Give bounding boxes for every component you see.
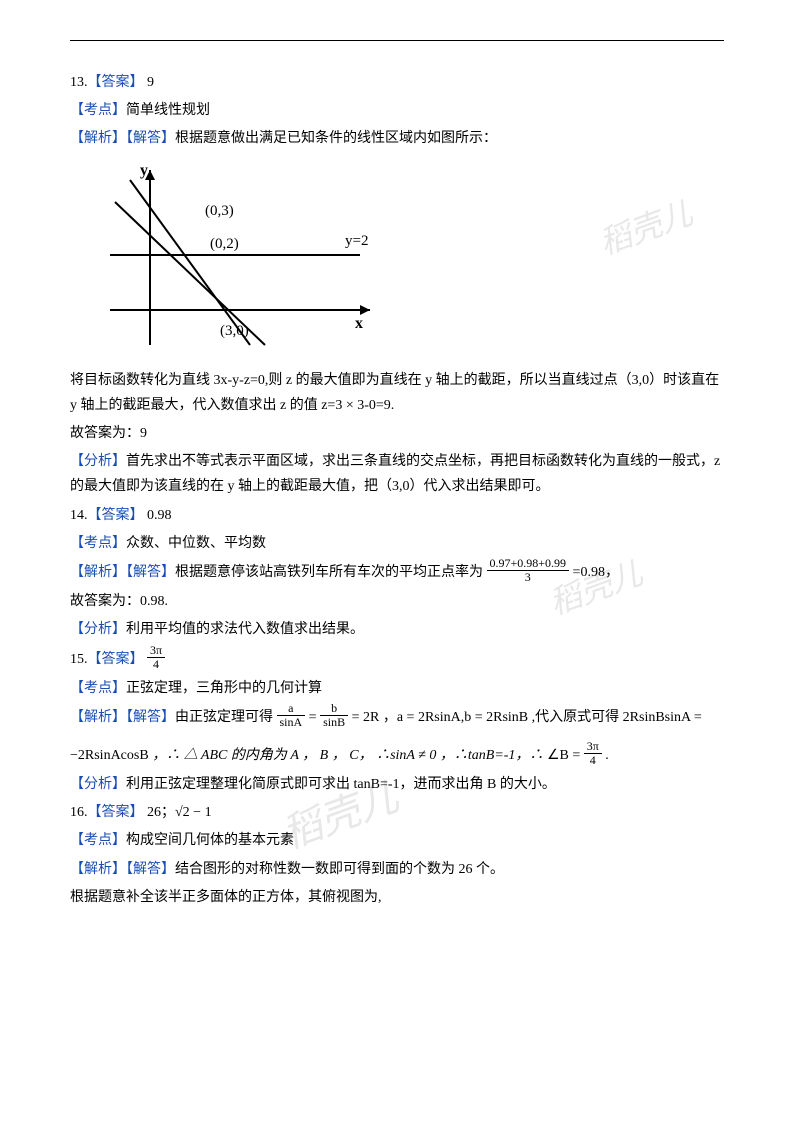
solve-label: 【解答】 <box>126 565 175 580</box>
question-number: 16. <box>70 805 88 820</box>
text: 由正弦定理可得 <box>175 710 277 725</box>
point-label: 【考点】 <box>70 103 126 118</box>
question-number: 13. <box>70 75 88 90</box>
avg-fraction: 0.97+0.98+0.993 <box>487 557 570 584</box>
point-label-02: (0,2) <box>210 236 239 252</box>
q15-point-line: 【考点】正弦定理，三角形中的几何计算 <box>70 676 724 701</box>
solve-label: 【解答】 <box>126 862 175 877</box>
q16-point-line: 【考点】构成空间几何体的基本元素 <box>70 828 724 853</box>
q15-analysis2: 【分析】利用正弦定理整理化简原式即可求出 tanB=-1，进而求出角 B 的大小… <box>70 772 724 797</box>
answer-label: 【答案】 <box>88 508 144 523</box>
frac-b-sinb: bsinB <box>320 702 348 729</box>
q16-para2: 根据题意补全该半正多面体的正方体，其俯视图为, <box>70 885 724 910</box>
answer-value: 9 <box>144 75 155 90</box>
q16-para1: 【解析】【解答】结合图形的对称性数一数即可得到面的个数为 26 个。 <box>70 857 724 882</box>
q14-para2: 故答案为：0.98. <box>70 589 724 614</box>
analysis-label: 【解析】 <box>70 131 126 146</box>
a-equals: a = 2RsinA,b = 2RsinB <box>397 710 528 725</box>
line2-mid: ，∴ △ ABC 的内角为 A ， B ， C， ∴sinA ≠ 0 ，∴tan… <box>149 747 547 762</box>
point-value: 简单线性规划 <box>126 103 210 118</box>
solve-label: 【解答】 <box>126 131 175 146</box>
answer-label: 【答案】 <box>88 652 144 667</box>
angle-b-fraction: 3π4 <box>584 740 602 767</box>
q14-analysis2: 【分析】利用平均值的求法代入数值求出结果。 <box>70 617 724 642</box>
point-label-03: (0,3) <box>205 203 234 219</box>
q14-point-line: 【考点】众数、中位数、平均数 <box>70 531 724 556</box>
analysis-text: 利用平均值的求法代入数值求出结果。 <box>126 622 364 637</box>
analysis-label: 【分析】 <box>70 777 126 792</box>
q14-answer-line: 14.【答案】 0.98 <box>70 503 724 528</box>
angle-b: ∠B = <box>547 747 584 762</box>
q13-analysis2: 【分析】首先求出不等式表示平面区域，求出三条直线的交点坐标，再把目标函数转化为直… <box>70 449 724 499</box>
question-number: 15. <box>70 652 88 667</box>
solve-tail: =0.98， <box>569 565 619 580</box>
point-value: 正弦定理，三角形中的几何计算 <box>126 681 322 696</box>
q13-answer-line: 13.【答案】 9 <box>70 70 724 95</box>
two-r: 2R <box>363 710 379 725</box>
line-y2-label: y=2 <box>345 233 368 249</box>
point-label: 【考点】 <box>70 536 126 551</box>
point-value: 构成空间几何体的基本元素 <box>126 833 294 848</box>
para1-text: 结合图形的对称性数一数即可得到面的个数为 26 个。 <box>175 862 504 877</box>
q15-solve-line1: 【解析】【解答】由正弦定理可得 asinA = bsinB = 2R ，a = … <box>70 704 724 731</box>
answer-label: 【答案】 <box>88 75 144 90</box>
q16-answer-line: 16.【答案】 26；√2 − 1 <box>70 800 724 825</box>
frac-a-sina: asinA <box>277 702 306 729</box>
x-axis-label: x <box>355 315 363 332</box>
page-top-rule <box>70 40 724 41</box>
analysis-label: 【分析】 <box>70 454 126 469</box>
point-label: 【考点】 <box>70 681 126 696</box>
solve-intro-text: 根据题意做出满足已知条件的线性区域内如图所示： <box>175 131 497 146</box>
analysis-text: 利用正弦定理整理化简原式即可求出 tanB=-1，进而求出角 B 的大小。 <box>126 777 556 792</box>
answer-fraction: 3π4 <box>147 644 165 671</box>
analysis-text: 首先求出不等式表示平面区域，求出三条直线的交点坐标，再把目标函数转化为直线的一般… <box>70 454 720 494</box>
document-body: 13.【答案】 9 【考点】简单线性规划 【解析】【解答】根据题意做出满足已知条… <box>70 70 724 910</box>
point-value: 众数、中位数、平均数 <box>126 536 266 551</box>
point-label-30: (3,0) <box>220 323 249 339</box>
answer-value: 26；√2 − 1 <box>144 805 212 820</box>
point-label: 【考点】 <box>70 833 126 848</box>
expr1: 2RsinBsinA = <box>623 710 702 725</box>
q13-point-line: 【考点】简单线性规划 <box>70 98 724 123</box>
q13-para2: 故答案为：9 <box>70 421 724 446</box>
q15-solve-line2: −2RsinAcosB ，∴ △ ABC 的内角为 A ， B ， C， ∴si… <box>70 742 724 769</box>
q13-solve-intro: 【解析】【解答】根据题意做出满足已知条件的线性区域内如图所示： <box>70 126 724 151</box>
linear-region-graph: y x y=2 (0,3) (0,2) (3,0) <box>90 160 390 360</box>
line2-pre: −2RsinAcosB <box>70 747 149 762</box>
q15-answer-line: 15.【答案】 3π4 <box>70 646 724 673</box>
y-axis-label: y <box>140 162 148 179</box>
solve-label: 【解答】 <box>126 710 175 725</box>
question-number: 14. <box>70 508 88 523</box>
analysis-label: 【解析】 <box>70 862 126 877</box>
analysis-label: 【解析】 <box>70 565 126 580</box>
answer-label: 【答案】 <box>88 805 144 820</box>
q14-solve-line: 【解析】【解答】根据题意停该站高铁列车所有车次的平均正点率为 0.97+0.98… <box>70 559 724 586</box>
analysis-label: 【解析】 <box>70 710 126 725</box>
graph-svg: y x y=2 (0,3) (0,2) (3,0) <box>90 160 390 360</box>
q13-para1: 将目标函数转化为直线 3x-y-z=0,则 z 的最大值即为直线在 y 轴上的截… <box>70 368 724 418</box>
answer-value: 0.98 <box>144 508 172 523</box>
analysis-label: 【分析】 <box>70 622 126 637</box>
solve-text: 根据题意停该站高铁列车所有车次的平均正点率为 <box>175 565 487 580</box>
